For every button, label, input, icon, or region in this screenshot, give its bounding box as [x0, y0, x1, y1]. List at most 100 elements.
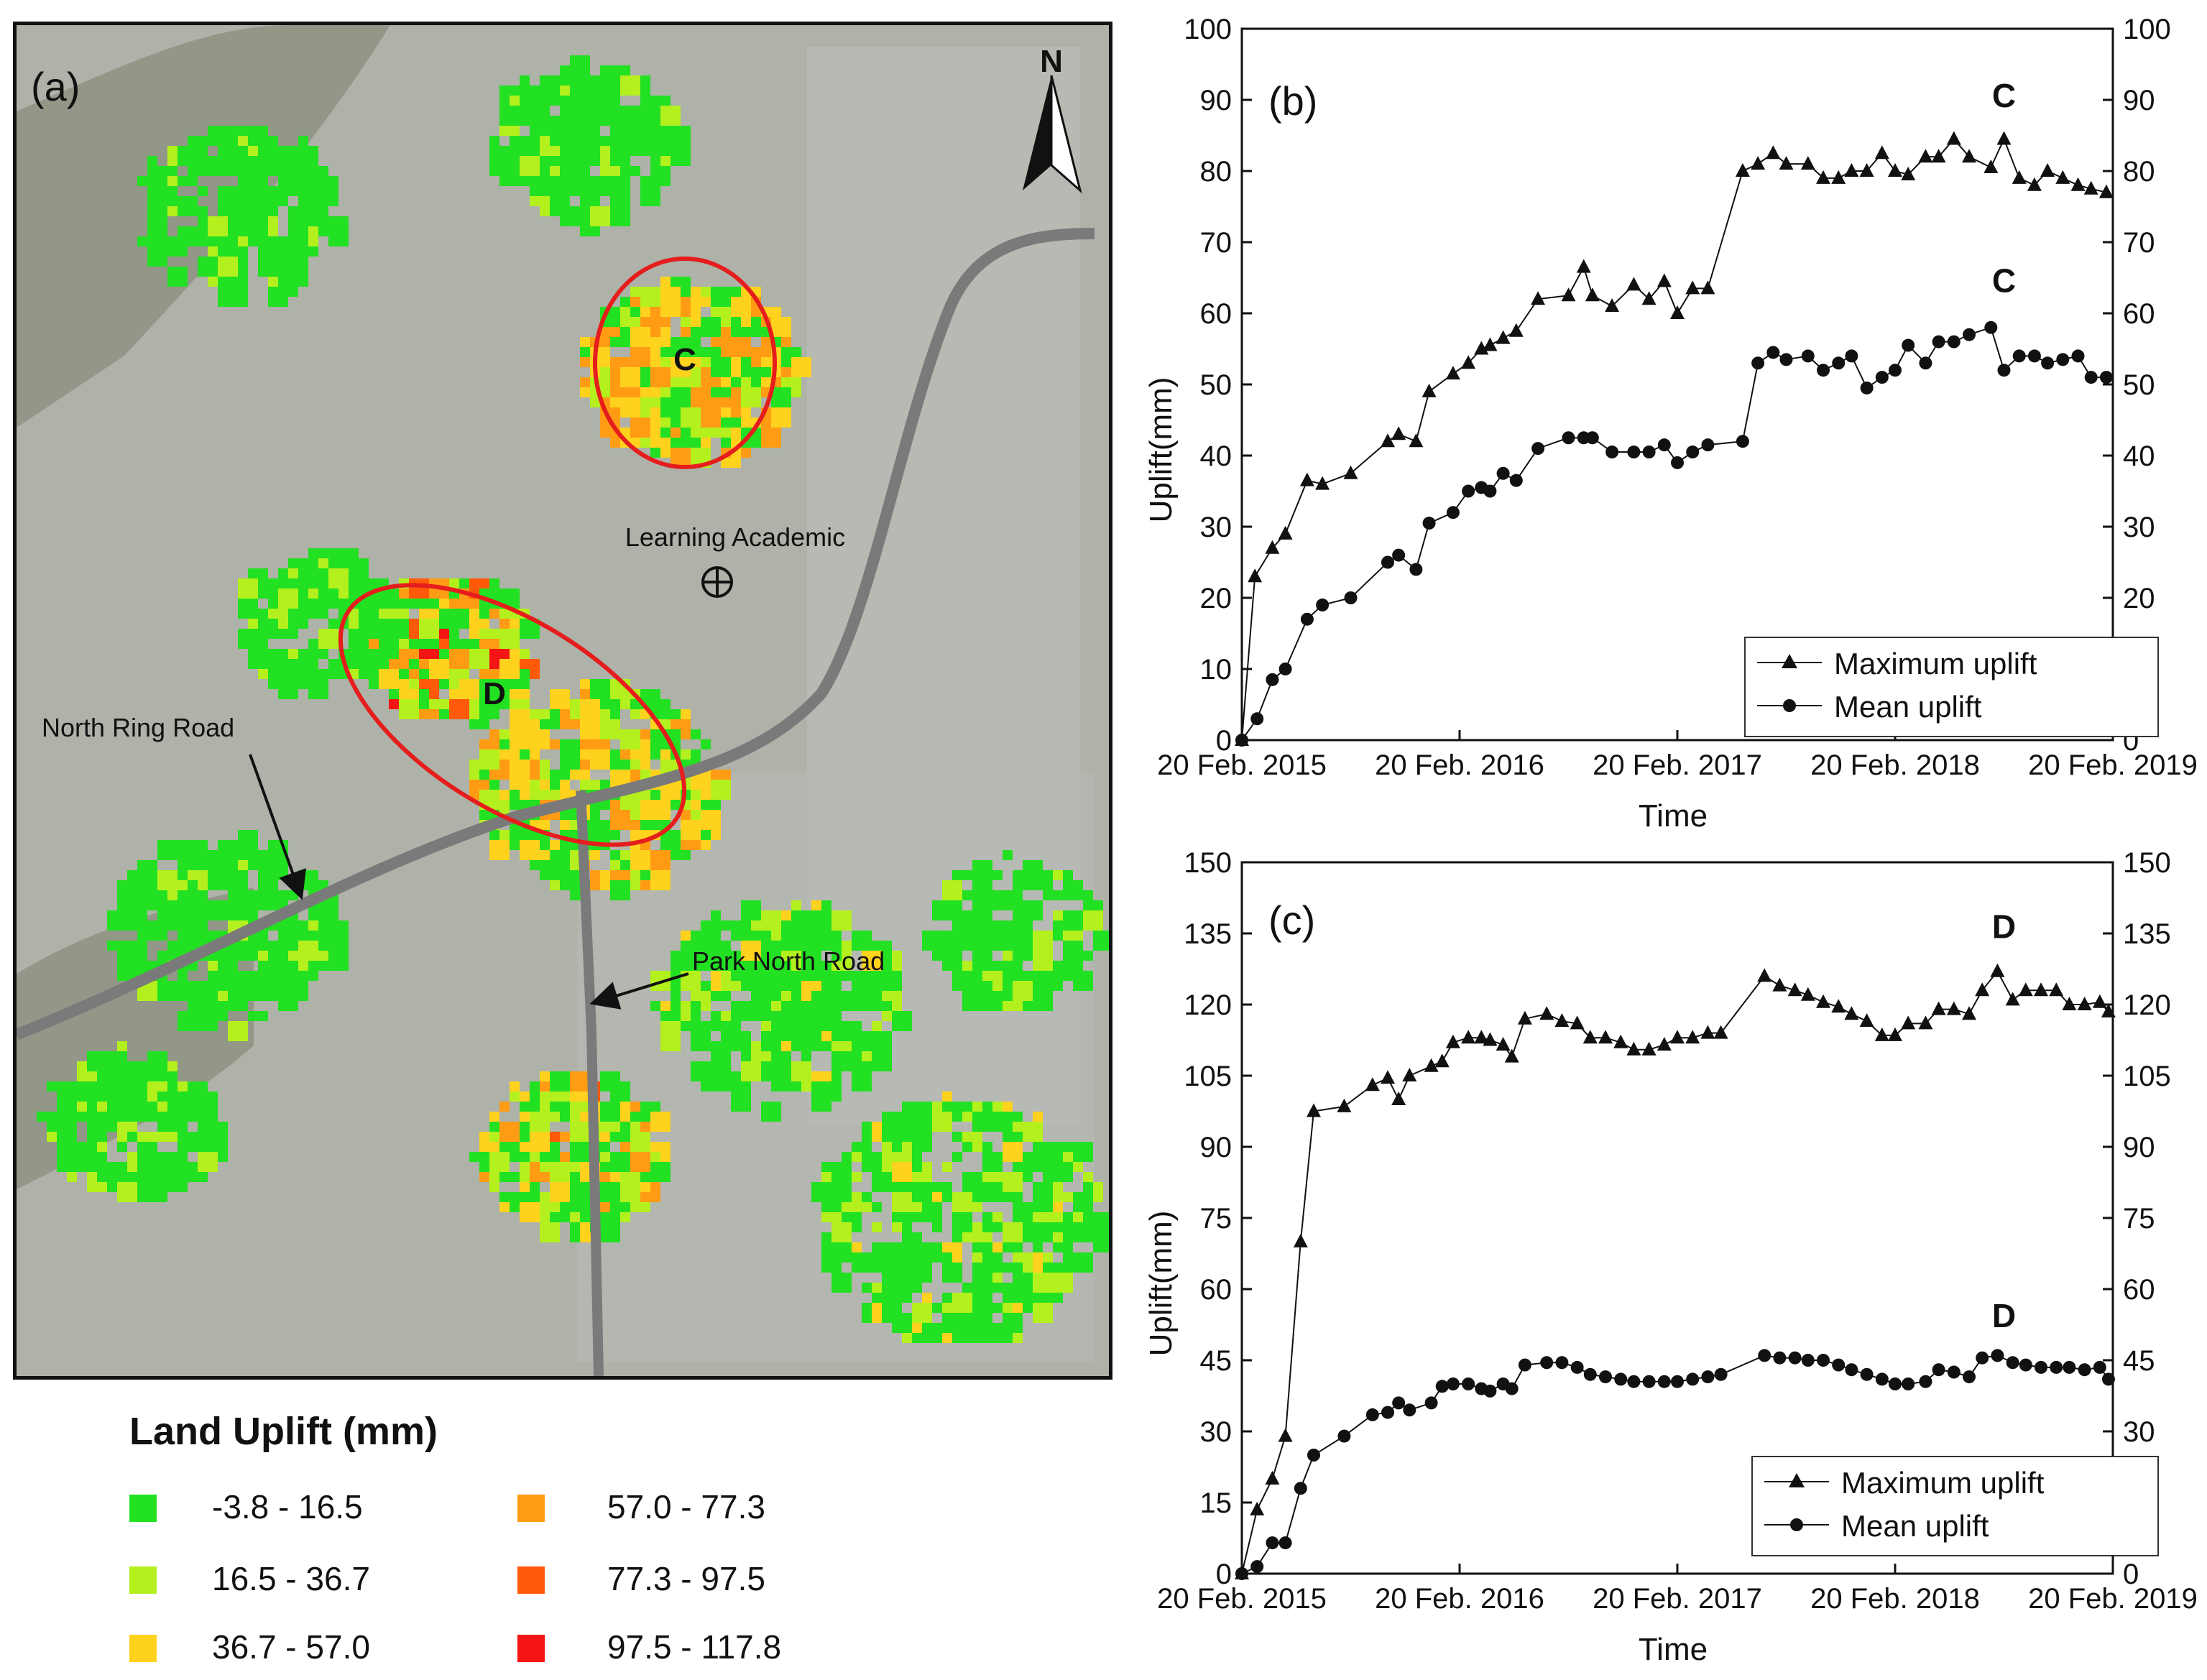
uplift-pixel — [771, 991, 781, 1001]
uplift-pixel — [912, 1162, 922, 1172]
uplift-pixel — [741, 337, 751, 347]
uplift-pixel — [369, 649, 389, 669]
uplift-pixel — [992, 1222, 1003, 1232]
uplift-pixel — [630, 850, 650, 870]
uplift-pixel — [157, 1071, 167, 1081]
uplift-pixel — [117, 900, 127, 910]
chart-c-mean-point — [2093, 1360, 2106, 1374]
chart-b-annotation: C — [1992, 262, 2016, 299]
uplift-pixel — [479, 1162, 489, 1172]
legend-swatch-5 — [517, 1566, 545, 1594]
uplift-pixel — [972, 1242, 982, 1252]
chart-b-legend-mean-label: Mean uplift — [1834, 690, 1982, 724]
chart-c-mean-point — [1570, 1360, 1584, 1374]
chart-b-max-point — [2070, 177, 2086, 191]
uplift-pixel — [288, 890, 298, 900]
uplift-pixel — [862, 1283, 872, 1293]
chart-c-mean-point — [1483, 1384, 1497, 1398]
uplift-pixel — [711, 910, 721, 920]
uplift-pixel — [862, 1122, 872, 1132]
uplift-pixel — [821, 1252, 842, 1273]
uplift-pixel — [178, 850, 188, 860]
uplift-pixel — [711, 287, 731, 307]
uplift-pixel — [962, 1313, 972, 1323]
uplift-pixel — [540, 1081, 550, 1091]
uplift-pixel — [671, 357, 691, 377]
chart-b-mean-point — [1462, 484, 1475, 498]
uplift-pixel — [1003, 1263, 1013, 1273]
uplift-pixel — [791, 910, 801, 920]
uplift-pixel — [308, 166, 318, 176]
uplift-pixel — [419, 619, 439, 639]
chart-b-mean-point — [1997, 364, 2011, 377]
uplift-pixel — [852, 1212, 862, 1222]
legend-item-5: 77.3 - 97.5 — [517, 1560, 765, 1597]
uplift-pixel — [791, 1001, 811, 1021]
uplift-pixel — [1043, 1162, 1063, 1182]
uplift-pixel — [520, 1172, 530, 1182]
uplift-pixel — [600, 1142, 610, 1152]
chart-c-max-point — [1554, 1013, 1570, 1028]
uplift-pixel — [248, 941, 258, 951]
uplift-pixel — [580, 156, 590, 166]
chart-c-mean-point — [2019, 1358, 2032, 1372]
chart-b-mean-point — [2084, 371, 2098, 384]
uplift-pixel — [1013, 880, 1023, 890]
legend-title: Land Uplift (mm) — [129, 1410, 438, 1453]
chart-c-mean-point — [1875, 1372, 1889, 1386]
uplift-pixel — [650, 397, 660, 407]
uplift-pixel — [640, 729, 650, 739]
north-ring-road-label: North Ring Road — [42, 713, 234, 742]
uplift-pixel — [178, 1152, 188, 1162]
chart-c-ytick-label-right: 150 — [2123, 847, 2171, 879]
uplift-pixel — [630, 810, 640, 820]
chart-c-max-point — [1337, 1098, 1352, 1112]
chart-c-max-point — [2018, 982, 2033, 997]
chart-c-max-point — [1381, 1070, 1396, 1084]
uplift-pixel — [1093, 931, 1109, 951]
uplift-pixel — [741, 1051, 751, 1061]
uplift-pixel — [771, 1051, 781, 1061]
uplift-pixel — [469, 1152, 479, 1162]
uplift-pixel — [731, 920, 751, 941]
uplift-pixel — [198, 186, 208, 196]
uplift-pixel — [1003, 900, 1013, 910]
uplift-pixel — [318, 599, 328, 609]
uplift-pixel — [630, 760, 640, 770]
chart-b-max-point — [1779, 156, 1794, 170]
uplift-pixel — [550, 136, 560, 146]
uplift-pixel — [660, 749, 671, 760]
chart-b-mean-point — [1509, 474, 1523, 487]
chart-b-ytick-label-right: 30 — [2123, 512, 2155, 543]
uplift-pixel — [781, 1001, 791, 1011]
uplift-pixel — [972, 951, 992, 971]
uplift-pixel — [711, 428, 721, 438]
uplift-pixel — [147, 931, 157, 941]
uplift-pixel — [992, 1263, 1003, 1273]
uplift-pixel — [640, 287, 660, 307]
uplift-pixel — [741, 357, 751, 367]
chart-b-max-point — [1874, 145, 1889, 160]
uplift-pixel — [660, 297, 681, 317]
chart-b-xlabel: Time — [1639, 798, 1708, 834]
map-canvas: C D Learning Academic North Ring Road Pa… — [17, 25, 1109, 1376]
uplift-pixel — [540, 1172, 550, 1182]
uplift-pixel — [510, 1081, 520, 1091]
chart-c-mean-point — [1991, 1349, 2004, 1362]
uplift-pixel — [57, 1102, 77, 1122]
uplift-pixel — [489, 166, 499, 176]
uplift-pixel — [499, 659, 520, 679]
chart-b-max-point — [1381, 433, 1396, 448]
uplift-pixel — [1033, 1202, 1043, 1212]
uplift-pixel — [771, 1071, 791, 1091]
chart-c-max-point — [1888, 1027, 1902, 1041]
uplift-pixel — [862, 1202, 872, 1212]
uplift-pixel — [761, 1102, 781, 1122]
uplift-pixel — [1013, 1303, 1023, 1313]
chart-c-mean-point — [1671, 1375, 1684, 1388]
uplift-pixel — [77, 1081, 87, 1091]
uplift-pixel — [942, 1333, 952, 1343]
uplift-pixel — [409, 659, 419, 669]
chart-b-max-point — [1483, 337, 1498, 351]
uplift-pixel — [972, 1313, 992, 1333]
